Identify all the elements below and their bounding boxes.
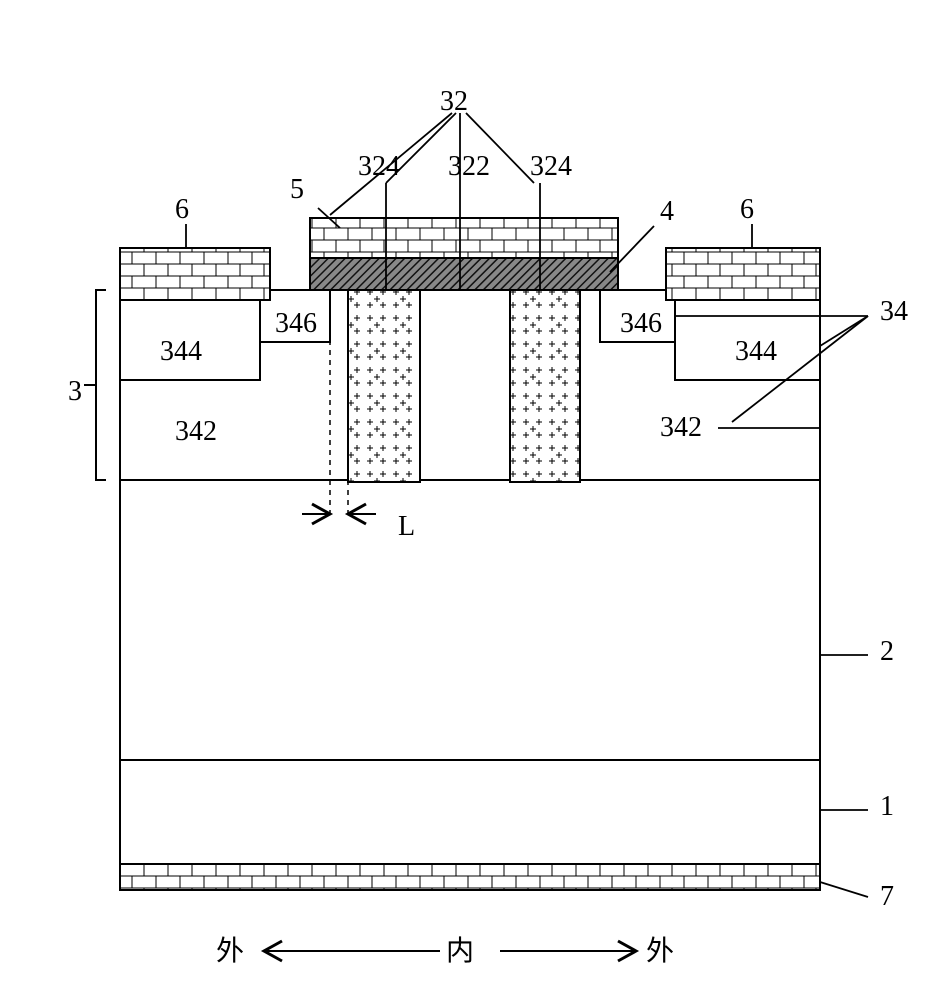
svg-text:内: 内 — [446, 935, 474, 967]
svg-text:6: 6 — [740, 194, 754, 225]
svg-text:322: 322 — [448, 151, 490, 182]
svg-text:346: 346 — [620, 308, 662, 339]
svg-text:2: 2 — [880, 636, 894, 667]
svg-text:4: 4 — [660, 196, 674, 227]
svg-text:324: 324 — [530, 151, 572, 182]
svg-text:342: 342 — [175, 416, 217, 447]
svg-text:3: 3 — [68, 376, 82, 407]
svg-text:324: 324 — [358, 151, 400, 182]
diagram-svg: 32 324 322 324 5 4 6 6 34 3 344 344 346 346 342 342 L 2 1 7… — [0, 0, 950, 1000]
svg-text:外: 外 — [646, 935, 674, 967]
svg-text:5: 5 — [290, 174, 304, 205]
svg-text:外: 外 — [216, 935, 244, 967]
svg-text:344: 344 — [735, 336, 777, 367]
svg-text:346: 346 — [275, 308, 317, 339]
svg-text:1: 1 — [880, 791, 894, 822]
svg-text:L: L — [398, 511, 415, 542]
svg-text:34: 34 — [880, 296, 908, 327]
svg-text:7: 7 — [880, 881, 894, 912]
svg-text:32: 32 — [440, 86, 468, 117]
svg-text:344: 344 — [160, 336, 202, 367]
svg-text:6: 6 — [175, 194, 189, 225]
svg-text:342: 342 — [660, 412, 702, 443]
